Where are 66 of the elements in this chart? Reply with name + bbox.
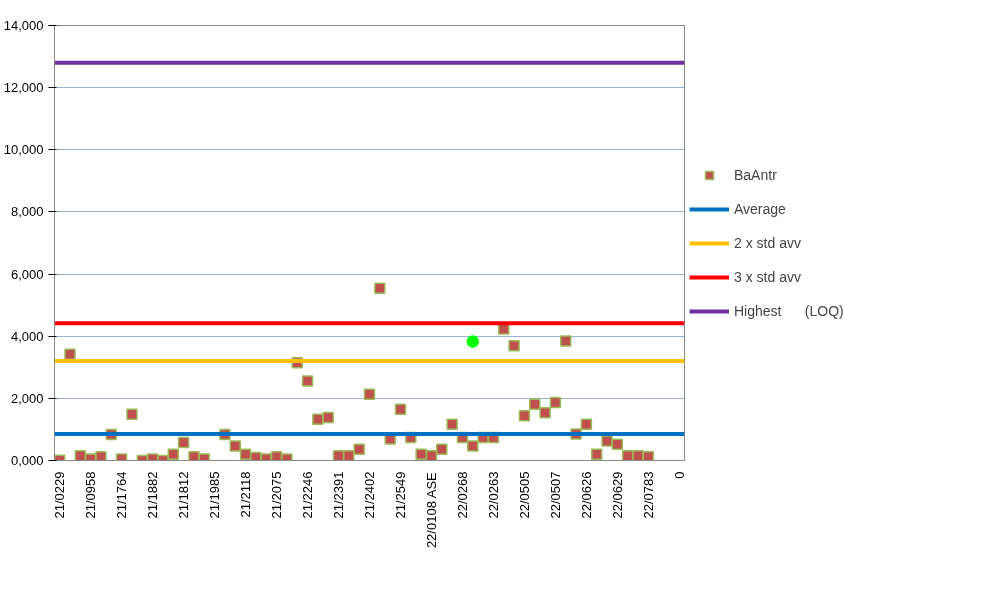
point [467, 440, 479, 452]
x-tick-label: 21/2246 [300, 471, 316, 519]
point [590, 448, 603, 461]
point [353, 443, 365, 456]
point [188, 451, 200, 461]
y-tick-label: 14,000 [3, 18, 44, 33]
point [549, 396, 562, 409]
x-tick-label: 22/0505 [516, 471, 532, 519]
point [343, 450, 355, 461]
point [518, 410, 531, 422]
y-tick-label: 0,000 [10, 453, 44, 468]
legend-label: Highest (LOQ) [734, 302, 844, 319]
point [312, 413, 324, 425]
x-tick-label: 21/2402 [362, 471, 377, 519]
point [642, 451, 655, 461]
point [229, 440, 241, 452]
point [95, 451, 107, 461]
point [177, 436, 190, 449]
point [415, 448, 427, 461]
point [64, 348, 76, 360]
y-tick-label: 8,000 [10, 204, 44, 220]
x-tick-label: 21/0229 [52, 471, 68, 519]
point [126, 408, 138, 420]
x-tick-label: 21/2075 [269, 471, 285, 519]
point [301, 375, 314, 387]
point [601, 435, 613, 447]
point [529, 398, 541, 411]
point [508, 340, 520, 352]
x-tick-label: 21/1812 [176, 471, 192, 519]
point [446, 418, 458, 430]
x-tick-label: 21/0958 [83, 471, 99, 519]
x-tick-label: 21/1882 [145, 471, 161, 519]
x-tick-label: 22/0626 [578, 471, 594, 519]
point [394, 403, 407, 415]
point [466, 335, 480, 348]
point [436, 443, 448, 456]
point [559, 335, 572, 347]
point [611, 438, 624, 451]
y-tick-label: 10,000 [3, 142, 44, 158]
point [539, 406, 551, 419]
x-tick-label: 22/0783 [640, 471, 656, 519]
x-tick-label: 22/0629 [609, 471, 625, 519]
point [580, 418, 593, 430]
x-tick-label: 21/2118 [238, 471, 254, 518]
legend-label: BaAntr [734, 166, 777, 183]
x-tick-label: 21/2391 [331, 471, 347, 519]
x-tick-label: 22/0268 [454, 471, 470, 519]
point [167, 448, 180, 461]
x-tick-label: 22/0507 [547, 471, 563, 519]
point [374, 282, 386, 295]
legend-label: 3 x std avv [734, 268, 801, 285]
point [632, 450, 644, 461]
x-tick-label: 22/0263 [485, 471, 501, 519]
legend-label: 2 x std avv [734, 234, 801, 251]
y-tick-label: 12,000 [3, 80, 44, 96]
legend-label: Average [734, 200, 786, 217]
point [363, 388, 376, 401]
y-tick-label: 2,000 [10, 390, 44, 406]
x-tick-label: 22/0108 ASE [423, 471, 439, 549]
x-tick-label: 0 [671, 471, 687, 479]
y-tick-label: 6,000 [10, 266, 44, 282]
x-tick-label: 21/1764 [114, 471, 130, 519]
point [322, 411, 334, 424]
y-tick-label: 4,000 [10, 328, 44, 344]
x-tick-label: 21/1985 [207, 471, 223, 519]
x-tick-label: 21/2549 [392, 471, 408, 519]
